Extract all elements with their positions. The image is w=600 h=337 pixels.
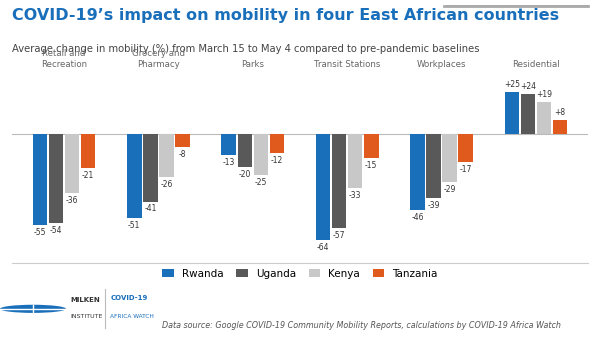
Text: -54: -54 [50, 226, 62, 235]
Bar [348, 133, 362, 188]
Text: -25: -25 [254, 178, 267, 187]
Text: COVID-19: COVID-19 [110, 296, 148, 302]
Text: -17: -17 [460, 165, 472, 174]
Text: +25: +25 [504, 80, 520, 89]
Bar [505, 92, 519, 133]
Bar [364, 133, 379, 158]
Bar [49, 133, 63, 223]
Bar [427, 133, 441, 198]
Text: -36: -36 [66, 196, 78, 205]
Text: Data source: Google COVID-19 Community Mobility Reports, calculations by COVID-1: Data source: Google COVID-19 Community M… [162, 320, 561, 330]
Bar [269, 133, 284, 153]
Text: -57: -57 [333, 231, 346, 240]
Bar [332, 133, 346, 228]
Bar [127, 133, 142, 218]
Bar [254, 133, 268, 175]
Bar [175, 133, 190, 147]
Legend: Rwanda, Uganda, Kenya, Tanzania: Rwanda, Uganda, Kenya, Tanzania [158, 264, 442, 283]
Text: -21: -21 [82, 171, 94, 180]
Bar [521, 94, 535, 133]
Text: -51: -51 [128, 221, 140, 230]
Text: Parks: Parks [241, 60, 264, 69]
Bar [238, 133, 252, 167]
Text: Transit Stations: Transit Stations [314, 60, 380, 69]
Text: -41: -41 [144, 205, 157, 213]
Bar [458, 133, 473, 162]
Text: Retail and
Recreation: Retail and Recreation [41, 49, 87, 69]
Text: COVID-19’s impact on mobility in four East African countries: COVID-19’s impact on mobility in four Ea… [12, 8, 559, 24]
Text: -29: -29 [443, 185, 456, 193]
Text: -26: -26 [160, 180, 173, 189]
Text: -8: -8 [179, 150, 186, 159]
Text: -12: -12 [271, 156, 283, 165]
Text: Residential: Residential [512, 60, 560, 69]
Bar [143, 133, 158, 202]
Text: Grocery and
Pharmacy: Grocery and Pharmacy [132, 49, 185, 69]
Text: MILKEN: MILKEN [71, 297, 101, 303]
Bar [537, 102, 551, 133]
Bar [159, 133, 173, 177]
Text: -15: -15 [365, 161, 377, 171]
Bar [65, 133, 79, 193]
Text: -64: -64 [317, 243, 329, 252]
Bar [442, 133, 457, 182]
Bar [81, 133, 95, 168]
Bar [316, 133, 331, 240]
Text: -20: -20 [239, 170, 251, 179]
Text: Average change in mobility (%) from March 15 to May 4 compared to pre-pandemic b: Average change in mobility (%) from Marc… [12, 44, 479, 54]
Bar [32, 133, 47, 225]
Bar [410, 133, 425, 210]
Text: INSTITUTE: INSTITUTE [71, 314, 103, 319]
Text: -33: -33 [349, 191, 361, 200]
Text: -46: -46 [412, 213, 424, 222]
Bar [553, 120, 568, 133]
Text: +8: +8 [554, 108, 566, 117]
Text: -55: -55 [34, 228, 46, 237]
Bar [221, 133, 236, 155]
Text: -13: -13 [223, 158, 235, 167]
Text: Workplaces: Workplaces [417, 60, 466, 69]
Text: +24: +24 [520, 82, 536, 91]
Text: AFRICA WATCH: AFRICA WATCH [110, 314, 154, 319]
Circle shape [0, 305, 66, 313]
Text: -39: -39 [427, 201, 440, 210]
Text: +19: +19 [536, 90, 552, 99]
